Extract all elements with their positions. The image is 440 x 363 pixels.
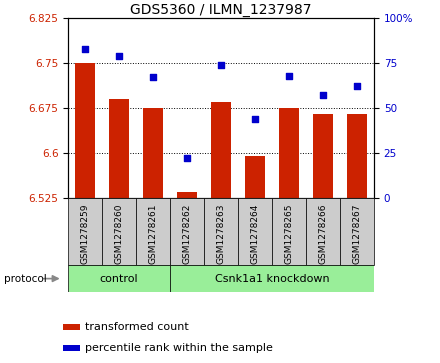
Bar	[340, 198, 374, 265]
Bar	[204, 198, 238, 265]
Text: transformed count: transformed count	[85, 322, 189, 332]
Point	[286, 73, 293, 78]
Bar	[68, 265, 170, 292]
Bar	[62, 325, 81, 330]
Bar	[102, 198, 136, 265]
Bar	[68, 198, 102, 265]
Bar	[272, 198, 306, 265]
Bar	[136, 198, 170, 265]
Title: GDS5360 / ILMN_1237987: GDS5360 / ILMN_1237987	[130, 3, 312, 17]
Bar	[306, 198, 340, 265]
Point	[183, 155, 191, 161]
Bar	[211, 102, 231, 198]
Point	[218, 62, 225, 68]
Bar	[170, 265, 374, 292]
Bar	[62, 345, 81, 351]
Text: GSM1278264: GSM1278264	[250, 203, 260, 264]
Text: GSM1278259: GSM1278259	[81, 203, 90, 264]
Point	[353, 83, 360, 89]
Bar	[170, 198, 204, 265]
Point	[252, 116, 259, 122]
Point	[319, 93, 326, 98]
Bar	[177, 192, 197, 198]
Text: GSM1278261: GSM1278261	[149, 203, 158, 264]
Text: percentile rank within the sample: percentile rank within the sample	[85, 343, 273, 353]
Text: GSM1278266: GSM1278266	[319, 203, 327, 264]
Text: GSM1278267: GSM1278267	[352, 203, 362, 264]
Text: control: control	[100, 274, 139, 284]
Text: Csnk1a1 knockdown: Csnk1a1 knockdown	[215, 274, 330, 284]
Bar	[109, 99, 129, 198]
Bar	[313, 114, 333, 198]
Bar	[143, 108, 163, 198]
Bar	[279, 108, 299, 198]
Text: GSM1278265: GSM1278265	[285, 203, 293, 264]
Text: GSM1278262: GSM1278262	[183, 203, 192, 264]
Bar	[245, 156, 265, 198]
Point	[116, 53, 123, 59]
Text: protocol: protocol	[4, 274, 47, 284]
Bar	[238, 198, 272, 265]
Bar	[75, 63, 95, 198]
Text: GSM1278263: GSM1278263	[216, 203, 226, 264]
Point	[150, 74, 157, 80]
Point	[82, 46, 89, 52]
Text: GSM1278260: GSM1278260	[115, 203, 124, 264]
Bar	[347, 114, 367, 198]
